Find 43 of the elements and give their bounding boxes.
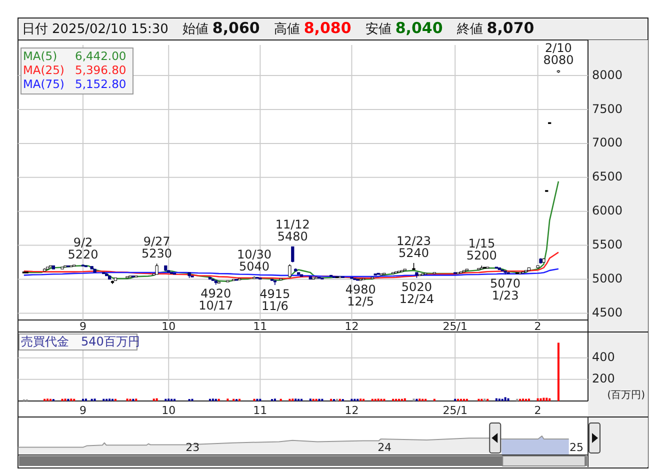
text: MA(25) 5,396.80 <box>23 63 126 78</box>
y-tick-label: 5500 <box>592 238 623 252</box>
x-tick-label: 25/1 <box>442 320 468 334</box>
x-tick-label: 23 <box>186 441 200 454</box>
x-tick-label: 11 <box>253 320 268 334</box>
chart-title: 日付 2025/02/10 15:30 始値 8,060 高値 8,080 安値 8,040 終値 8,070 <box>22 19 534 38</box>
x-tick-label: 11 <box>253 404 268 418</box>
x-tick-label: 9 <box>79 320 86 334</box>
annotation: 2/10 8080 <box>543 41 574 68</box>
y-axis-title: (百万円) <box>607 390 646 401</box>
y-tick-label: 6500 <box>592 170 623 184</box>
x-tick-label: 12 <box>344 320 359 334</box>
annotation: 4920 10/17 <box>198 286 234 313</box>
x-tick-label: 10 <box>162 404 176 418</box>
annotation: 4980 12/5 <box>345 282 376 309</box>
x-tick-label: 25 <box>569 441 584 454</box>
y-tick-label: 4500 <box>592 305 623 320</box>
text: MA(5) 6,442.00 <box>23 49 126 64</box>
x-tick-label: 24 <box>378 441 392 454</box>
annotation: 4915 11/6 <box>260 287 290 314</box>
x-tick-label: 10 <box>162 320 176 334</box>
annotation: 11/12 5480 <box>275 218 310 244</box>
y-tick-label: 200 <box>592 372 615 386</box>
y-tick-label: 8000 <box>592 68 623 82</box>
annotation: 12/23 5240 <box>396 234 432 260</box>
chart-title: 売買代金 540百万円 <box>21 334 140 348</box>
y-tick-label: 6000 <box>592 204 623 218</box>
y-tick-label: 400 <box>592 350 615 364</box>
annotation: 5070 1/23 <box>490 276 521 303</box>
x-tick-label: 12 <box>344 404 359 418</box>
annotation: 9/2 5220 <box>68 235 98 262</box>
x-tick-label: 25/1 <box>442 404 468 418</box>
annotation: 9/27 5230 <box>142 234 172 261</box>
text: MA(75) 5,152.80 <box>23 77 126 92</box>
y-tick-label: 5000 <box>592 272 623 286</box>
x-tick-label: 2 <box>534 404 542 418</box>
x-tick-label: 2 <box>534 320 542 334</box>
x-tick-label: 9 <box>79 404 86 418</box>
annotation: 1/15 5200 <box>466 236 497 263</box>
annotation: 10/30 5040 <box>236 248 272 274</box>
annotation: 5020 12/24 <box>399 280 434 306</box>
y-tick-label: 7000 <box>592 136 623 150</box>
y-tick-label: 7500 <box>592 102 623 116</box>
